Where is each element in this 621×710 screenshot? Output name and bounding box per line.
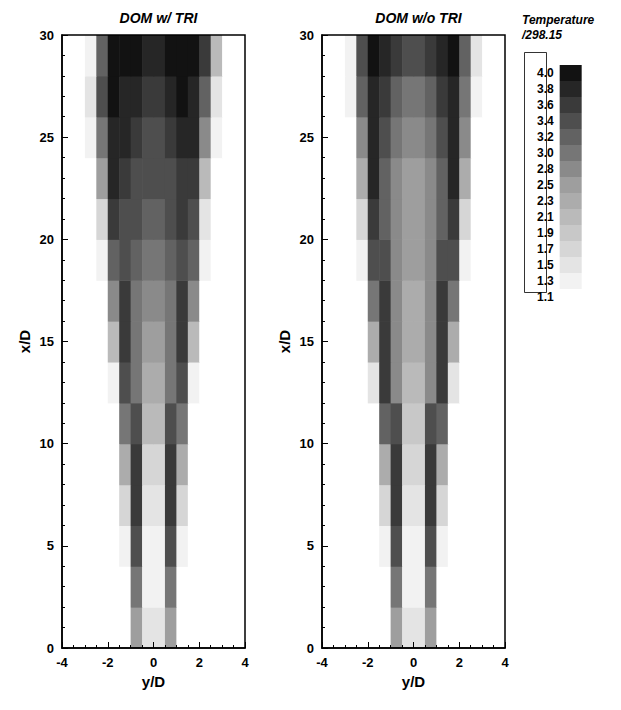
svg-text:2.8: 2.8 [537, 162, 554, 176]
svg-text:5: 5 [307, 538, 314, 553]
svg-text:2.5: 2.5 [537, 178, 554, 192]
svg-text:25: 25 [300, 130, 314, 145]
svg-text:-2: -2 [102, 655, 114, 670]
svg-text:30: 30 [40, 28, 54, 43]
svg-text:/298.15: /298.15 [521, 28, 562, 42]
svg-text:15: 15 [300, 334, 314, 349]
svg-text:10: 10 [300, 436, 314, 451]
svg-text:0: 0 [307, 641, 314, 656]
svg-text:2.1: 2.1 [537, 210, 554, 224]
svg-text:3.4: 3.4 [537, 114, 554, 128]
svg-text:DOM w/o TRI: DOM w/o TRI [375, 10, 462, 26]
svg-text:0: 0 [150, 655, 157, 670]
svg-text:2.3: 2.3 [537, 194, 554, 208]
svg-text:20: 20 [40, 232, 54, 247]
svg-text:4: 4 [501, 655, 509, 670]
svg-text:x/D: x/D [276, 330, 293, 354]
svg-text:3.2: 3.2 [537, 130, 554, 144]
svg-text:y/D: y/D [142, 673, 166, 690]
svg-text:y/D: y/D [402, 673, 426, 690]
svg-text:Temperature: Temperature [522, 13, 595, 27]
svg-text:2: 2 [456, 655, 463, 670]
svg-text:30: 30 [300, 28, 314, 43]
svg-text:-4: -4 [316, 655, 328, 670]
svg-text:4.0: 4.0 [537, 66, 554, 80]
svg-text:1.5: 1.5 [537, 258, 554, 272]
svg-text:0: 0 [47, 641, 54, 656]
svg-text:4: 4 [241, 655, 249, 670]
svg-text:0: 0 [410, 655, 417, 670]
svg-text:-4: -4 [56, 655, 68, 670]
svg-text:25: 25 [40, 130, 54, 145]
svg-text:2: 2 [196, 655, 203, 670]
svg-text:1.3: 1.3 [537, 274, 554, 288]
svg-text:-2: -2 [362, 655, 374, 670]
svg-text:5: 5 [47, 538, 54, 553]
svg-text:3.0: 3.0 [537, 146, 554, 160]
svg-text:1.7: 1.7 [537, 242, 554, 256]
svg-text:x/D: x/D [16, 330, 33, 354]
svg-text:1.9: 1.9 [537, 226, 554, 240]
svg-text:15: 15 [40, 334, 54, 349]
svg-text:10: 10 [40, 436, 54, 451]
svg-text:3.8: 3.8 [537, 82, 554, 96]
svg-text:20: 20 [300, 232, 314, 247]
svg-text:1.1: 1.1 [537, 290, 554, 304]
svg-text:DOM w/ TRI: DOM w/ TRI [120, 10, 199, 26]
svg-text:3.6: 3.6 [537, 98, 554, 112]
